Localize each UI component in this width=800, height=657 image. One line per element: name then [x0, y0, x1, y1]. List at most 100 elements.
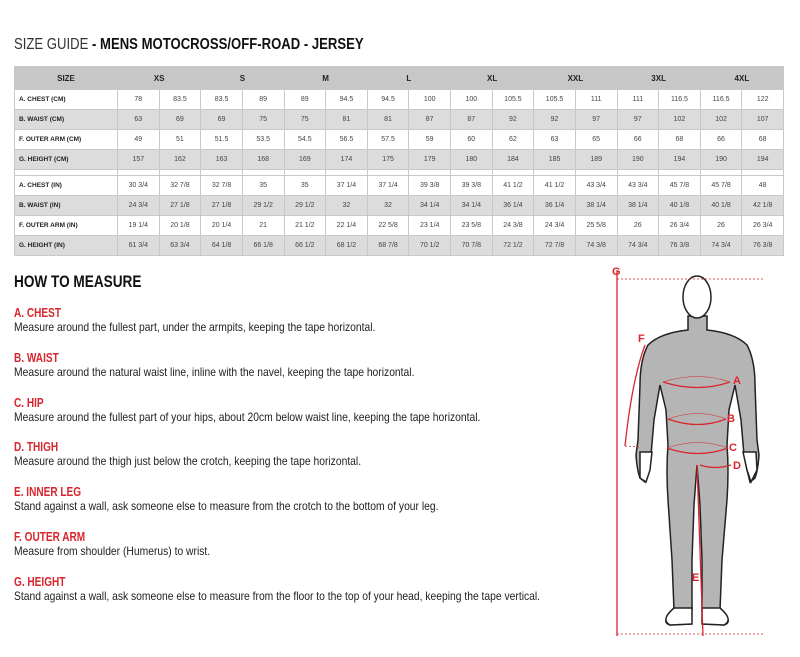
table-cell: 34 1/4: [408, 195, 451, 216]
table-cell: 32: [366, 195, 410, 216]
table-cell: 26 3/4: [658, 215, 701, 236]
table-cell: 175: [366, 149, 410, 170]
measure-title: D. THIGH: [14, 439, 59, 455]
table-cell: 45 7/8: [658, 175, 701, 196]
table-cell: 105.5: [533, 89, 576, 110]
table-cell: 94.5: [366, 89, 410, 110]
table-cell: 174: [325, 149, 368, 170]
table-cell: 179: [408, 149, 451, 170]
table-cell: 69: [200, 109, 243, 130]
table-cell: 70 7/8: [450, 235, 493, 256]
table-cell: 194: [741, 149, 784, 170]
table-cell: 48: [741, 175, 784, 196]
table-cell: 100: [450, 89, 493, 110]
row-label: G. HEIGHT (IN): [14, 235, 118, 256]
size-table: SIZE XS S M L XL XXL 3XL 4XL A. CHEST (CM) 78 83.…: [14, 66, 785, 256]
how-to-measure-heading: HOW TO MEASURE: [14, 272, 142, 291]
table-cell: 100: [408, 89, 451, 110]
measure-item: G. HEIGHT Stand against a wall, ask someo…: [14, 574, 540, 604]
table-cell: 26: [616, 215, 660, 236]
row-label: F. OUTER ARM (CM): [14, 129, 118, 150]
table-cell: 70 1/2: [408, 235, 451, 256]
table-cell: 76 3/8: [741, 235, 784, 256]
table-cell: 185: [533, 149, 576, 170]
table-cell: 32 7/8: [200, 175, 243, 196]
page-title: SIZE GUIDE - MENS MOTOCROSS/OFF-ROAD - J…: [14, 36, 364, 54]
table-cell: 24 3/8: [491, 215, 535, 236]
measurement-labels: G F A B C D E: [612, 266, 741, 584]
table-cell: 41 1/2: [491, 175, 535, 196]
label-a: A: [733, 375, 741, 387]
table-cell: 157: [117, 149, 160, 170]
table-cell: 162: [158, 149, 202, 170]
size-header-label: SIZE: [14, 66, 118, 90]
measurement-lines: [616, 270, 765, 637]
table-cell: 75: [283, 109, 327, 130]
table-cell: 111: [574, 89, 618, 110]
table-cell: 32 7/8: [158, 175, 202, 196]
table-cell: 68: [658, 129, 701, 150]
label-b: B: [727, 413, 735, 425]
table-cell: 66: [699, 129, 743, 150]
size-header-l: L: [366, 66, 452, 90]
table-cell: 89: [283, 89, 327, 110]
table-cell: 92: [491, 109, 535, 130]
table-cell: 168: [241, 149, 285, 170]
table-row: F. OUTER ARM (IN) 19 1/4 20 1/8 20 1/4 21 21 …: [14, 215, 784, 236]
table-cell: 25 5/8: [574, 215, 618, 236]
table-cell: 68 7/8: [366, 235, 410, 256]
table-cell: 111: [616, 89, 660, 110]
table-cell: 27 1/8: [200, 195, 243, 216]
table-cell: 105.5: [491, 89, 535, 110]
row-label: B. WAIST (IN): [14, 195, 118, 216]
table-cell: 63 3/4: [158, 235, 202, 256]
table-cell: 24 3/4: [117, 195, 160, 216]
table-cell: 61 3/4: [117, 235, 160, 256]
table-cell: 190: [699, 149, 743, 170]
table-cell: 184: [491, 149, 535, 170]
table-cell: 60: [450, 129, 493, 150]
measure-item: C. HIP Measure around the fullest part of…: [14, 395, 480, 425]
table-cell: 68 1/2: [325, 235, 368, 256]
table-cell: 62: [491, 129, 535, 150]
measure-item: D. THIGH Measure around the thigh just be…: [14, 439, 361, 469]
measure-title: F. OUTER ARM: [14, 529, 86, 544]
table-cell: 23 1/4: [408, 215, 451, 236]
size-header-row: SIZE XS S M L XL XXL 3XL 4XL: [14, 66, 785, 90]
table-cell: 49: [117, 129, 160, 150]
table-cell: 97: [574, 109, 618, 130]
table-cell: 51: [158, 129, 202, 150]
table-cell: 87: [450, 109, 493, 130]
table-cell: 23 5/8: [450, 215, 493, 236]
table-cell: 163: [200, 149, 243, 170]
table-cell: 35: [283, 175, 327, 196]
table-cell: 39 3/8: [408, 175, 451, 196]
table-cell: 29 1/2: [241, 195, 285, 216]
table-cell: 69: [158, 109, 202, 130]
measure-description: Stand against a wall, ask someone else t…: [14, 499, 439, 514]
table-cell: 78: [117, 89, 160, 110]
measure-description: Measure from shoulder (Humerus) to wrist…: [14, 544, 211, 558]
table-cell: 43 3/4: [574, 175, 618, 196]
size-header-3xl: 3XL: [616, 66, 701, 90]
table-cell: 41 1/2: [533, 175, 576, 196]
table-cell: 72 7/8: [533, 235, 576, 256]
table-cell: 32: [325, 195, 368, 216]
measure-title: C. HIP: [14, 394, 44, 410]
table-cell: 21: [241, 215, 285, 236]
measure-description: Measure around the fullest part, under t…: [14, 320, 376, 334]
table-cell: 37 1/4: [366, 175, 410, 196]
table-cell: 35: [241, 175, 285, 196]
table-cell: 81: [325, 109, 368, 130]
table-cell: 39 3/8: [450, 175, 493, 196]
measure-item: F. OUTER ARM Measure from shoulder (Humer…: [14, 529, 210, 559]
table-cell: 66: [616, 129, 660, 150]
table-cell: 116.5: [699, 89, 743, 110]
size-header-xxl: XXL: [533, 66, 618, 90]
table-cell: 83.5: [158, 89, 202, 110]
table-cell: 37 1/4: [325, 175, 368, 196]
measure-item: E. INNER LEG Stand against a wall, ask so…: [14, 484, 438, 514]
table-cell: 34 1/4: [450, 195, 493, 216]
table-cell: 53.5: [241, 129, 285, 150]
table-cell: 87: [408, 109, 451, 130]
